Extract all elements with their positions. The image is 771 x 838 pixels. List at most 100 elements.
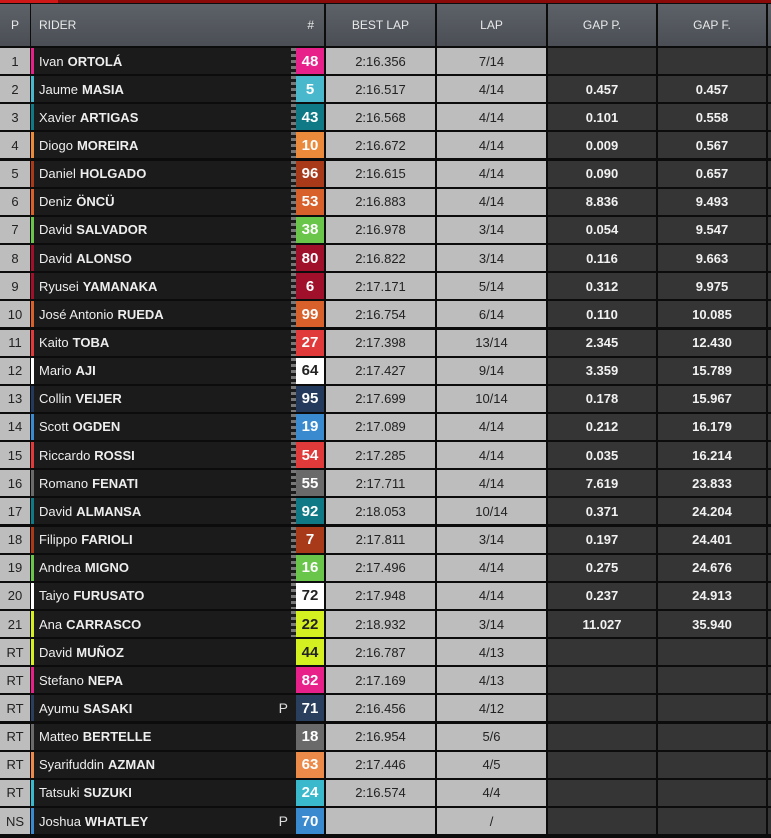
best-lap-cell: 2:17.811: [326, 526, 435, 553]
position-cell: 4: [0, 132, 30, 159]
row-edge: [768, 723, 771, 750]
rider-cell[interactable]: Stefano NEPA: [31, 667, 296, 694]
table-row[interactable]: 15 Riccardo ROSSI 54 2:17.285 4/14 0.035…: [0, 442, 771, 469]
rider-number-badge: 6: [296, 273, 324, 300]
table-row[interactable]: 5 Daniel HOLGADO 96 2:16.615 4/14 0.090 …: [0, 160, 771, 187]
rider-cell[interactable]: Mario AJI: [31, 357, 296, 384]
rider-cell[interactable]: Ayumu SASAKI P: [31, 695, 296, 722]
table-row[interactable]: RT Ayumu SASAKI P 71 2:16.456 4/12: [0, 695, 771, 722]
gap-first-cell: 10.085: [658, 301, 766, 328]
rider-cell[interactable]: Scott OGDEN: [31, 413, 296, 440]
rider-last-name: MIGNO: [84, 560, 129, 576]
row-edge: [768, 526, 771, 553]
gap-previous-cell: 7.619: [548, 470, 656, 497]
rider-cell[interactable]: Collin VEIJER: [31, 385, 296, 412]
table-row[interactable]: RT Tatsuki SUZUKI 24 2:16.574 4/4: [0, 779, 771, 806]
rider-cell[interactable]: Daniel HOLGADO: [31, 160, 296, 187]
rider-cell[interactable]: Diogo MOREIRA: [31, 132, 296, 159]
table-row[interactable]: 7 David SALVADOR 38 2:16.978 3/14 0.054 …: [0, 216, 771, 243]
rider-first-name: Riccardo: [39, 447, 91, 463]
table-row[interactable]: 18 Filippo FARIOLI 7 2:17.811 3/14 0.197…: [0, 526, 771, 553]
rider-first-name: Diogo: [39, 137, 73, 153]
table-row[interactable]: 19 Andrea MIGNO 16 2:17.496 4/14 0.275 2…: [0, 554, 771, 581]
checkered-flag-icon: [291, 301, 296, 328]
lap-cell: 4/13: [437, 639, 546, 666]
rider-cell[interactable]: Taiyo FURUSATO: [31, 582, 296, 609]
table-row[interactable]: 1 Ivan ORTOLÁ 48 2:16.356 7/14: [0, 48, 771, 74]
table-row[interactable]: 21 Ana CARRASCO 22 2:18.932 3/14 11.027 …: [0, 611, 771, 637]
rider-cell[interactable]: David SALVADOR: [31, 216, 296, 243]
rider-cell[interactable]: Filippo FARIOLI: [31, 526, 296, 553]
rider-number-badge: 55: [296, 470, 324, 497]
gap-first-cell: 9.975: [658, 273, 766, 300]
rider-cell[interactable]: Riccardo ROSSI: [31, 442, 296, 469]
header-best-lap: BEST LAP: [326, 4, 435, 46]
table-row[interactable]: 12 Mario AJI 64 2:17.427 9/14 3.359 15.7…: [0, 357, 771, 384]
rider-last-name: MOREIRA: [76, 137, 139, 153]
rider-cell[interactable]: Kaito TOBA: [31, 329, 296, 356]
rider-cell[interactable]: David ALONSO: [31, 245, 296, 272]
table-row[interactable]: 4 Diogo MOREIRA 10 2:16.672 4/14 0.009 0…: [0, 132, 771, 159]
rider-first-name: Tatsuki: [39, 785, 80, 801]
position-cell: 12: [0, 357, 30, 384]
table-row[interactable]: 13 Collin VEIJER 95 2:17.699 10/14 0.178…: [0, 385, 771, 412]
rider-cell[interactable]: Ana CARRASCO: [31, 611, 296, 637]
rider-first-name: Xavier: [39, 109, 76, 125]
gap-first-cell: 23.833: [658, 470, 766, 497]
rider-first-name: Stefano: [39, 672, 84, 688]
table-row[interactable]: 9 Ryusei YAMANAKA 6 2:17.171 5/14 0.312 …: [0, 273, 771, 300]
gap-first-cell: 24.204: [658, 498, 766, 525]
checkered-flag-icon: [291, 498, 296, 525]
rider-cell[interactable]: Syarifuddin AZMAN: [31, 751, 296, 778]
team-color-bar: [31, 329, 34, 356]
table-row[interactable]: 11 Kaito TOBA 27 2:17.398 13/14 2.345 12…: [0, 329, 771, 356]
table-row[interactable]: 16 Romano FENATI 55 2:17.711 4/14 7.619 …: [0, 470, 771, 497]
table-row[interactable]: 8 David ALONSO 80 2:16.822 3/14 0.116 9.…: [0, 245, 771, 272]
rider-cell[interactable]: Joshua WHATLEY P: [31, 808, 296, 835]
rider-first-name: Romano: [39, 475, 89, 491]
table-row[interactable]: 20 Taiyo FURUSATO 72 2:17.948 4/14 0.237…: [0, 582, 771, 609]
table-row[interactable]: 3 Xavier ARTIGAS 43 2:16.568 4/14 0.101 …: [0, 104, 771, 131]
rider-cell[interactable]: Romano FENATI: [31, 470, 296, 497]
gap-first-cell: 0.457: [658, 76, 766, 103]
gap-previous-cell: 0.110: [548, 301, 656, 328]
table-row[interactable]: 6 Deniz ÖNCÜ 53 2:16.883 4/14 8.836 9.49…: [0, 188, 771, 215]
table-row[interactable]: RT Syarifuddin AZMAN 63 2:17.446 4/5: [0, 751, 771, 778]
table-row[interactable]: 10 José Antonio RUEDA 99 2:16.754 6/14 0…: [0, 301, 771, 328]
table-row[interactable]: RT Matteo BERTELLE 18 2:16.954 5/6: [0, 723, 771, 750]
checkered-flag-icon: [291, 582, 296, 609]
table-row[interactable]: 17 David ALMANSA 92 2:18.053 10/14 0.371…: [0, 498, 771, 525]
best-lap-cell: 2:17.285: [326, 442, 435, 469]
gap-previous-cell: 0.197: [548, 526, 656, 553]
rider-cell[interactable]: Matteo BERTELLE: [31, 723, 296, 750]
gap-previous-cell: 0.312: [548, 273, 656, 300]
rider-cell[interactable]: David ALMANSA: [31, 498, 296, 525]
table-row[interactable]: RT David MUÑOZ 44 2:16.787 4/13: [0, 639, 771, 666]
rider-last-name: BERTELLE: [82, 729, 152, 745]
rider-cell[interactable]: Andrea MIGNO: [31, 554, 296, 581]
rider-cell[interactable]: Ryusei YAMANAKA: [31, 273, 296, 300]
rider-last-name: FURUSATO: [73, 588, 145, 604]
rider-cell[interactable]: José Antonio RUEDA: [31, 301, 296, 328]
rider-first-name: Daniel: [39, 166, 76, 182]
position-cell: 3: [0, 104, 30, 131]
team-color-bar: [31, 357, 34, 384]
rider-cell[interactable]: Jaume MASIA: [31, 76, 296, 103]
lap-cell: 4/14: [437, 470, 546, 497]
rider-cell[interactable]: Xavier ARTIGAS: [31, 104, 296, 131]
rider-cell[interactable]: Ivan ORTOLÁ: [31, 48, 296, 74]
rider-cell[interactable]: David MUÑOZ: [31, 639, 296, 666]
rider-last-name: ALONSO: [76, 250, 132, 266]
row-edge: [768, 132, 771, 159]
gap-previous-cell: 0.371: [548, 498, 656, 525]
checkered-flag-icon: [291, 329, 296, 356]
table-row[interactable]: 2 Jaume MASIA 5 2:16.517 4/14 0.457 0.45…: [0, 76, 771, 103]
rider-cell[interactable]: Deniz ÖNCÜ: [31, 188, 296, 215]
table-row[interactable]: NS Joshua WHATLEY P 70 /: [0, 808, 771, 835]
table-row[interactable]: 14 Scott OGDEN 19 2:17.089 4/14 0.212 16…: [0, 413, 771, 440]
rider-cell[interactable]: Tatsuki SUZUKI: [31, 779, 296, 806]
table-row[interactable]: RT Stefano NEPA 82 2:17.169 4/13: [0, 667, 771, 694]
row-edge: [768, 808, 771, 835]
rider-last-name: NEPA: [87, 672, 123, 688]
gap-previous-cell: 8.836: [548, 188, 656, 215]
